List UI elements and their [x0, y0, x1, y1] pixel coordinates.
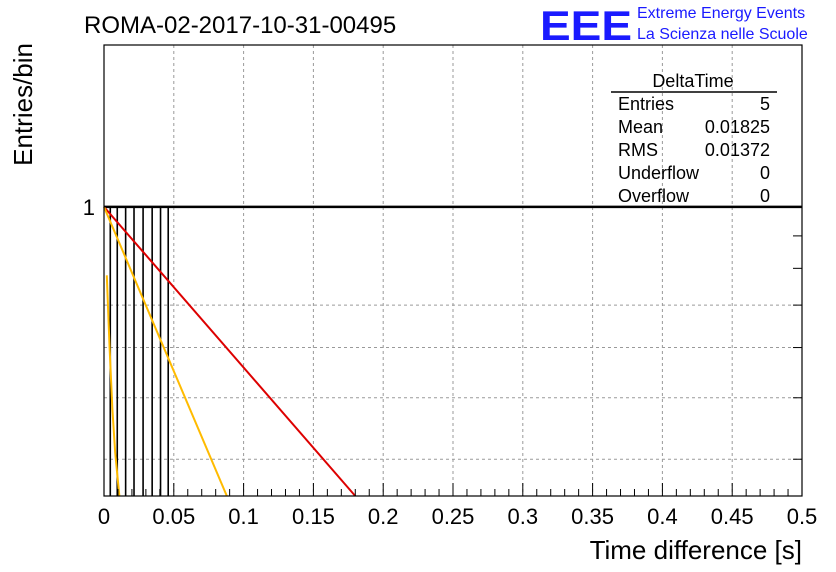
- y-axis-label: Entries/bin: [8, 43, 38, 166]
- stats-label: Overflow: [618, 186, 690, 206]
- x-axis: 0 0.05 0.1 0.15 0.2 0.25 0.3 0.35 0.4 0.45 0.5: [98, 483, 817, 529]
- stats-label: Mean: [618, 117, 663, 137]
- histogram-bars: [104, 205, 802, 496]
- eee-logo: EEE Extreme Energy Events La Scienza nel…: [540, 2, 808, 49]
- x-tick-label: 0.4: [647, 504, 678, 529]
- logo-line1: Extreme Energy Events: [637, 5, 805, 22]
- y-tick-label: 1: [83, 195, 95, 220]
- stats-value: 0.01372: [705, 140, 770, 160]
- logo-line2: La Scienza nelle Scuole: [637, 26, 808, 43]
- fit-line: [103, 206, 228, 497]
- x-tick-label: 0.45: [711, 504, 754, 529]
- x-tick-label: 0.5: [787, 504, 818, 529]
- fit-line: [103, 206, 357, 497]
- fit-curve: [105, 275, 121, 497]
- chart-title: ROMA-02-2017-10-31-00495: [84, 12, 396, 39]
- stats-label: Entries: [618, 94, 674, 114]
- x-tick-label: 0.25: [432, 504, 475, 529]
- x-tick-label: 0.15: [292, 504, 335, 529]
- x-tick-label: 0.05: [152, 504, 195, 529]
- y-axis: 1: [83, 195, 802, 460]
- stats-label: RMS: [618, 140, 658, 160]
- x-axis-label: Time difference [s]: [590, 535, 802, 565]
- x-tick-label: 0.3: [508, 504, 539, 529]
- grid-lines: [104, 45, 802, 496]
- stats-box: DeltaTime Entries 5 Mean 0.01825 RMS 0.01372U…: [611, 71, 777, 206]
- stats-label: Underflow: [618, 163, 700, 183]
- stats-value: 0: [760, 186, 770, 206]
- x-tick-label: 0.35: [571, 504, 614, 529]
- stats-value: 0: [760, 163, 770, 183]
- x-tick-label: 0: [98, 504, 110, 529]
- stats-value: 5: [760, 94, 770, 114]
- x-tick-label: 0.1: [228, 504, 259, 529]
- x-tick-label: 0.2: [368, 504, 399, 529]
- stats-value: 0.01825: [705, 117, 770, 137]
- logo-mark: EEE: [540, 2, 632, 49]
- stats-title: DeltaTime: [652, 71, 733, 91]
- fit-lines: [103, 206, 357, 497]
